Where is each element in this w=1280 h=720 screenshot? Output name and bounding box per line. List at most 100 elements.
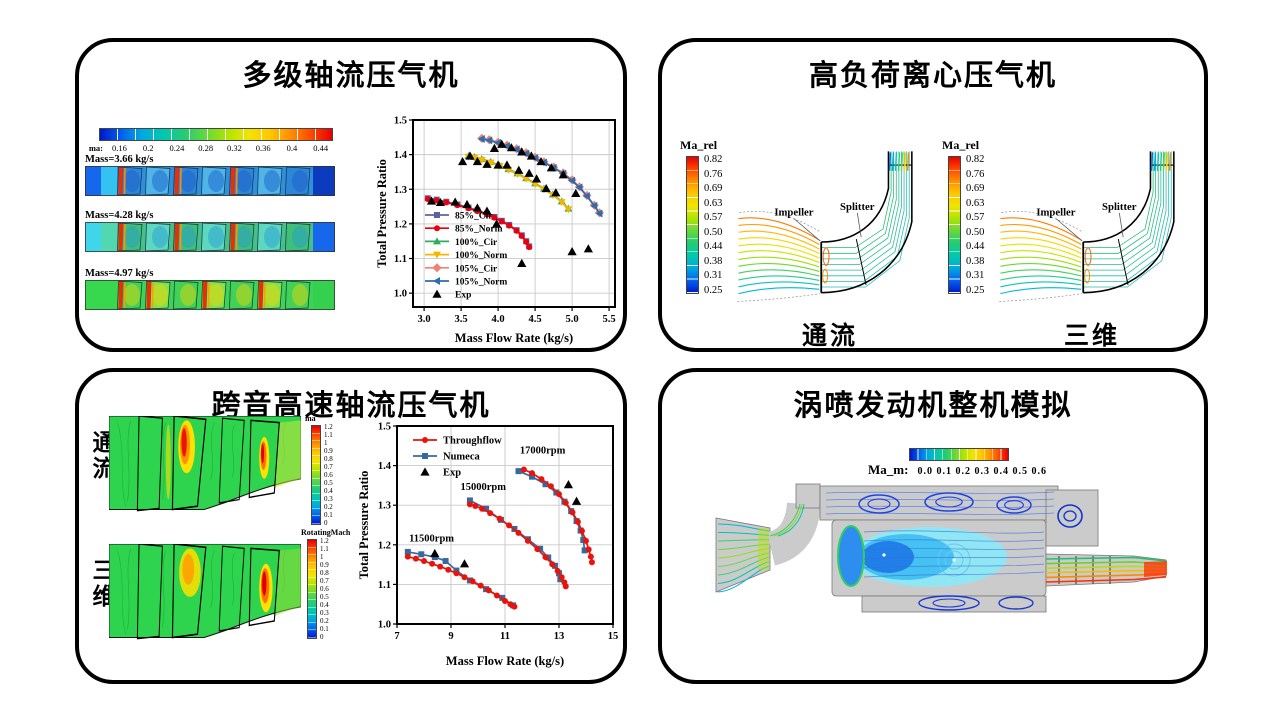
strip-label-1: Mass=3.66 kg/s — [85, 154, 154, 165]
svg-text:1.3: 1.3 — [378, 501, 391, 512]
colorbar-tick: 0.76 — [704, 168, 723, 180]
ma-m-colorbar-ticks: Ma_m: 0.0 0.1 0.2 0.3 0.4 0.5 0.6 — [868, 462, 1047, 478]
rotatingmach-colorbar-ticks: 1.2 1.1 1 0.9 0.8 0.7 0.6 0.5 0.4 0.3 0.2 0.1 0 — [320, 537, 329, 641]
caption-3d: 三维 — [1063, 322, 1120, 350]
colorbar-tick: 1.2 — [320, 537, 329, 545]
meridional-group-3d: Ma_rel 0.82 0.76 0.69 0.63 0.57 0.50 0.44 0.38 0… — [938, 128, 1203, 350]
colorbar-tick: 1.1 — [324, 431, 333, 439]
svg-text:Mass Flow Rate (kg/s): Mass Flow Rate (kg/s) — [455, 331, 573, 345]
splitter-label-1: Splitter — [840, 201, 875, 213]
svg-text:1.4: 1.4 — [378, 461, 392, 472]
svg-text:3.5: 3.5 — [455, 314, 468, 325]
colorbar-tick: 1 — [320, 553, 324, 561]
colorbar-tick: 0.50 — [966, 226, 985, 238]
svg-text:Total Pressure Ratio: Total Pressure Ratio — [375, 159, 389, 268]
colorbar-tick: 1 — [324, 439, 328, 447]
colorbar-tick: 0.28 — [198, 143, 214, 153]
mach-colorbar-ticks: ma: 0.16 0.2 0.24 0.28 0.32 0.36 0.4 0.44 — [81, 143, 335, 153]
performance-chart-transonic: 7 9 11 13 15 1.0 1.1 1.2 1.3 1.4 1.5 Mass Flow Rate… — [357, 422, 619, 669]
contour-strip-block-2: Mass=4.28 kg/s — [85, 210, 335, 252]
ma-rel-colorbar-2 — [948, 156, 961, 294]
colorbar-tick: 0.8 — [324, 455, 333, 463]
svg-text:5.5: 5.5 — [603, 314, 616, 325]
svg-text:1.5: 1.5 — [378, 422, 391, 433]
svg-text:Numeca: Numeca — [443, 452, 480, 463]
svg-text:7: 7 — [394, 631, 399, 642]
rotatingmach-colorbar-block: RotatingMach 1.2 1.1 1 0.9 0.8 0.7 0.6 0.5 0.4 0.… — [301, 528, 365, 648]
svg-text:1.4: 1.4 — [394, 150, 408, 161]
contour-strip-block-1: Mass=3.66 kg/s — [85, 154, 335, 196]
svg-text:Mass Flow Rate (kg/s): Mass Flow Rate (kg/s) — [446, 654, 564, 668]
caption-throughflow: 通流 — [801, 322, 858, 350]
svg-text:Exp: Exp — [443, 468, 461, 479]
svg-text:9: 9 — [448, 631, 453, 642]
svg-text:4.0: 4.0 — [492, 314, 505, 325]
blade-contour-3d — [109, 544, 301, 640]
contour-strip-mass-4-97 — [85, 280, 335, 310]
colorbar-tick: 0.31 — [704, 270, 723, 282]
colorbar-tick: 0.69 — [704, 183, 723, 195]
colorbar-tick: 0.4 — [324, 487, 333, 495]
colorbar-tick: 0.82 — [966, 154, 985, 165]
colorbar-tick: 0.50 — [704, 226, 723, 238]
colorbar-tick: 0.3 — [320, 609, 329, 617]
rotatingmach-colorbar-label: RotatingMach — [301, 528, 351, 537]
colorbar-tick: 0.38 — [704, 255, 723, 267]
contour-strip-mass-3-66 — [85, 166, 335, 196]
svg-text:105%_Cir: 105%_Cir — [455, 264, 498, 274]
strip-label-3: Mass=4.97 kg/s — [85, 268, 154, 279]
ma-colorbar-block: ma 1.2 1.1 1 0.9 0.8 0.7 0.6 0.5 0.4 0.3 0.2 0.1 0 — [305, 414, 369, 534]
colorbar-tick: 0.6 — [320, 585, 329, 593]
svg-text:3.0: 3.0 — [418, 314, 431, 325]
svg-text:85%_Cir: 85%_Cir — [455, 212, 493, 222]
svg-text:1.0: 1.0 — [378, 620, 391, 631]
colorbar-tick: 0.4 — [320, 601, 329, 609]
ma-rel-colorbar-label-2: Ma_rel — [942, 138, 980, 152]
meridional-group-throughflow: Ma_rel 0.82 0.76 0.69 0.63 0.57 0.50 0.44 0.38 0… — [676, 128, 941, 350]
colorbar-tick: 0.5 — [320, 593, 329, 601]
panel-title-multistage: 多级轴流压气机 — [242, 60, 460, 92]
panel-centrifugal-compressor: 高负荷离心压气机 Ma_rel 0.82 0.76 0.69 0.63 0.57 0.50… — [658, 38, 1208, 352]
impeller-label-1: Impeller — [774, 207, 813, 219]
mach-colorbar — [99, 128, 333, 141]
colorbar-tick: 0.24 — [169, 143, 185, 153]
panel-title-turbojet: 涡喷发动机整机模拟 — [793, 390, 1073, 422]
mach-colorbar-tick-row: 0.16 0.2 0.24 0.28 0.32 0.36 0.4 0.44 — [105, 143, 335, 153]
colorbar-tick: 0.44 — [313, 143, 329, 153]
svg-text:4.5: 4.5 — [529, 314, 542, 325]
colorbar-tick: 0.1 — [324, 511, 333, 519]
contour-strip-mass-4-28 — [85, 222, 335, 252]
svg-text:Total Pressure Ratio: Total Pressure Ratio — [357, 471, 371, 580]
svg-text:15: 15 — [608, 631, 619, 642]
colorbar-tick: 0.63 — [704, 197, 723, 209]
ma-rel-colorbar-ticks-1: 0.82 0.76 0.69 0.63 0.57 0.50 0.44 0.38 0.31 0.25 — [704, 154, 722, 296]
colorbar-tick: 0.38 — [966, 255, 985, 267]
ma-m-colorbar — [909, 448, 1009, 461]
colorbar-tick: 0.9 — [324, 447, 333, 455]
colorbar-tick: 0.2 — [324, 503, 333, 511]
colorbar-tick: 0.31 — [966, 270, 985, 282]
svg-text:1.2: 1.2 — [378, 540, 391, 551]
ma-colorbar — [311, 425, 321, 525]
colorbar-tick: 0.5 — [324, 479, 333, 487]
panel-transonic-axial-compressor: 跨音高速轴流压气机 通流 ma 1.2 1.1 1 0.9 0.8 0.7 0.6 0.5 0.… — [75, 368, 627, 684]
mach-colorbar-label: ma: — [88, 143, 103, 153]
svg-text:1.3: 1.3 — [394, 185, 407, 196]
panel-title-centrifugal: 高负荷离心压气机 — [808, 60, 1057, 92]
colorbar-tick: 0.25 — [704, 284, 723, 296]
rotatingmach-colorbar — [307, 539, 317, 639]
svg-text:13: 13 — [554, 631, 565, 642]
colorbar-tick: 0.63 — [966, 197, 985, 209]
svg-text:105%_Norm: 105%_Norm — [455, 278, 507, 288]
colorbar-tick: 0.2 — [142, 143, 154, 153]
panel-turbojet-simulation: 涡喷发动机整机模拟 Ma_m: 0.0 0.1 0.2 0.3 0.4 0.5 … — [658, 368, 1208, 684]
svg-text:100%_Cir: 100%_Cir — [455, 238, 498, 248]
colorbar-tick: 0 — [324, 519, 328, 527]
svg-text:Exp: Exp — [455, 291, 471, 301]
colorbar-tick: 0.9 — [320, 561, 329, 569]
svg-text:1.2: 1.2 — [394, 219, 407, 230]
meridional-contour-3d: Impeller Splitter — [999, 151, 1175, 302]
meridional-contour-throughflow: Impeller Splitter — [737, 151, 913, 302]
svg-text:17000rpm: 17000rpm — [520, 446, 566, 457]
